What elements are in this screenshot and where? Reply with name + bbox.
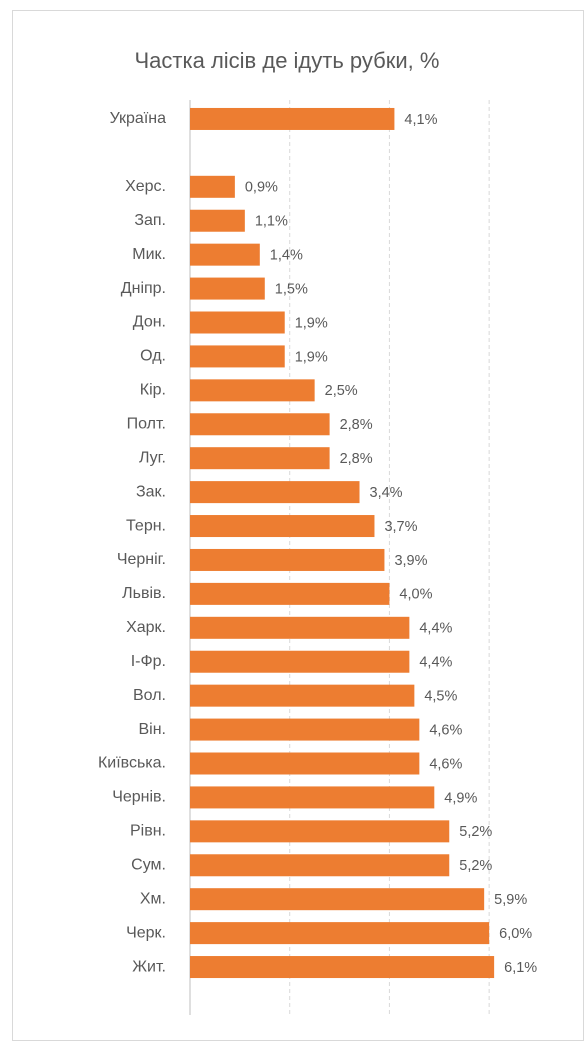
y-tick-label: Він.: [138, 721, 166, 738]
y-tick-label: Кір.: [140, 382, 166, 399]
data-label: 0,9%: [245, 180, 278, 196]
bar: [190, 786, 435, 809]
bar: [190, 888, 485, 911]
bar: [190, 820, 450, 843]
data-label: 5,2%: [459, 824, 492, 840]
data-label: 4,1%: [404, 112, 437, 128]
bar: [190, 650, 410, 673]
y-tick-label: Львів.: [122, 585, 166, 602]
data-label: 3,9%: [394, 553, 427, 569]
bar: [190, 413, 330, 436]
y-tick-label: Луг.: [139, 449, 166, 466]
bar: [190, 582, 390, 605]
data-label: 6,0%: [499, 926, 532, 942]
chart-title: Частка лісів де ідуть рубки, %: [135, 48, 440, 73]
y-tick-label: Жит.: [132, 958, 166, 975]
y-tick-label: Сум.: [131, 856, 166, 873]
bar: [190, 447, 330, 470]
data-label: 2,8%: [340, 417, 373, 433]
y-tick-label: Харк.: [126, 619, 166, 636]
data-label: 4,6%: [429, 722, 462, 738]
bar: [190, 209, 245, 232]
data-label: 1,4%: [270, 247, 303, 263]
bar: [190, 107, 395, 130]
y-tick-label: І-Фр.: [131, 653, 166, 670]
y-tick-label: Херс.: [125, 178, 166, 195]
data-label: 5,2%: [459, 858, 492, 874]
bar: [190, 345, 285, 368]
data-label: 1,9%: [295, 315, 328, 331]
y-tick-label: Полт.: [127, 415, 166, 432]
bar: [190, 616, 410, 639]
y-tick-label: Од.: [140, 348, 166, 365]
data-label: 4,9%: [444, 790, 477, 806]
y-tick-label: Черк.: [126, 924, 166, 941]
y-tick-label: Черніг.: [117, 551, 166, 568]
data-label: 4,0%: [399, 587, 432, 603]
bar: [190, 854, 450, 877]
y-tick-label: Україна: [110, 110, 167, 127]
data-label: 5,9%: [494, 892, 527, 908]
data-label: 2,8%: [340, 451, 373, 467]
bar: [190, 175, 235, 198]
bar: [190, 548, 385, 571]
bar: [190, 379, 315, 402]
data-label: 3,7%: [384, 519, 417, 535]
bar: [190, 956, 495, 979]
data-label: 1,1%: [255, 214, 288, 230]
y-tick-label: Чернів.: [112, 789, 166, 806]
bar: [190, 752, 420, 775]
data-label: 6,1%: [504, 960, 537, 976]
bar: [190, 684, 415, 707]
bar: [190, 481, 360, 504]
y-tick-label: Зап.: [134, 212, 166, 229]
y-tick-label: Рівн.: [130, 823, 166, 840]
bar: [190, 718, 420, 741]
y-tick-label: Мик.: [132, 246, 166, 263]
y-tick-label: Зак.: [136, 483, 166, 500]
y-tick-label: Вол.: [133, 687, 166, 704]
data-label: 4,4%: [419, 621, 452, 637]
data-label: 2,5%: [325, 383, 358, 399]
bar: [190, 922, 490, 945]
data-label: 4,5%: [424, 688, 457, 704]
bar: [190, 277, 265, 300]
bar: [190, 515, 375, 538]
y-tick-label: Терн.: [126, 517, 166, 534]
y-tick-label: Дон.: [133, 314, 166, 331]
data-label: 1,5%: [275, 281, 308, 297]
data-label: 1,9%: [295, 349, 328, 365]
data-label: 4,6%: [429, 756, 462, 772]
bar: [190, 311, 285, 334]
y-tick-label: Хм.: [140, 890, 166, 907]
y-tick-label: Київська.: [98, 755, 166, 772]
data-label: 4,4%: [419, 655, 452, 671]
y-tick-label: Дніпр.: [121, 280, 166, 297]
data-label: 3,4%: [370, 485, 403, 501]
bar: [190, 243, 260, 266]
